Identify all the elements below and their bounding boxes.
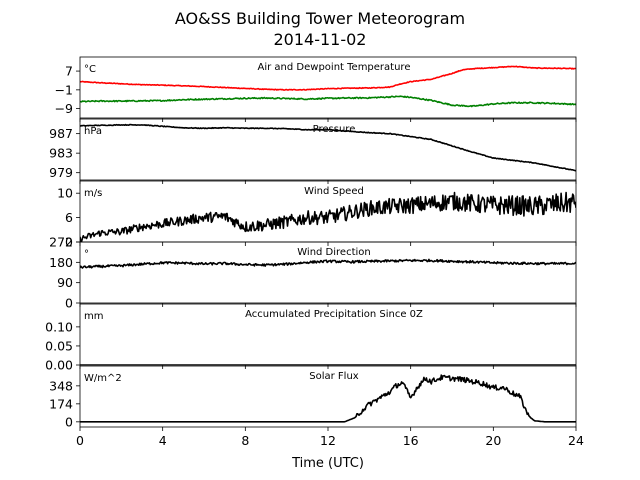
y-tick-label-wind-speed: 2 — [65, 235, 73, 250]
y-tick-label-temperature: 7 — [65, 64, 73, 79]
panel-unit-pressure: hPa — [84, 126, 102, 137]
panel-series-group — [80, 123, 576, 172]
panel-series-group — [80, 258, 576, 269]
x-tick-label: 12 — [320, 433, 336, 448]
panel-title-precipitation: Accumulated Precipitation Since 0Z — [245, 309, 423, 320]
series-line-temperature-1 — [80, 95, 576, 108]
panel-precipitation: 0.10 0.05 0.00 Accumulated Precipitation Si… — [45, 303, 577, 373]
series-line-pressure-0 — [80, 123, 576, 172]
series-line-wind-speed-0 — [80, 191, 576, 242]
panel-wind-speed: 10 6 2 Wind Speed m/s — [57, 180, 577, 250]
y-tick-label-wind-speed: 10 — [57, 186, 73, 201]
panel-temperature: 7 −1 −9 Air and Dewpoint Temperature °C — [55, 56, 577, 122]
x-tick-label: 0 — [76, 433, 84, 448]
panel-solar-flux: 348 174 0 Solar Flux W/m^2 — [49, 365, 577, 431]
x-axis-label: Time (UTC) — [291, 456, 364, 471]
y-tick-label-precipitation: 0.10 — [45, 319, 73, 334]
panel-series-group — [80, 65, 576, 108]
y-tick-label-pressure: 983 — [49, 146, 73, 161]
panel-title-wind-direction: Wind Direction — [297, 247, 371, 258]
series-line-solar-flux-0 — [80, 374, 576, 423]
panel-title-pressure: Pressure — [313, 124, 356, 135]
panel-title-solar-flux: Solar Flux — [309, 371, 359, 382]
figure-subtitle: 2014-11-02 — [274, 30, 367, 49]
panel-unit-solar-flux: W/m^2 — [84, 373, 122, 384]
y-tick-label-wind-direction: 0 — [65, 296, 73, 311]
series-line-wind-direction-0 — [80, 258, 576, 269]
series-line-temperature-0 — [80, 65, 576, 91]
figure-title: AO&SS Building Tower Meteorogram — [175, 9, 465, 28]
y-tick-label-wind-speed: 6 — [65, 210, 73, 225]
panel-unit-wind-direction: ° — [84, 249, 89, 260]
panel-series-group — [80, 374, 576, 423]
x-tick-label: 24 — [568, 433, 584, 448]
y-tick-label-solar-flux: 174 — [49, 396, 73, 411]
y-tick-label-solar-flux: 0 — [65, 414, 73, 429]
y-tick-label-wind-direction: 90 — [57, 275, 73, 290]
y-tick-label-pressure: 979 — [49, 165, 73, 180]
y-tick-label-wind-direction: 180 — [49, 255, 73, 270]
panel-pressure: 987 983 979 Pressure hPa — [49, 118, 577, 184]
y-tick-label-pressure: 987 — [49, 126, 73, 141]
x-tick-label: 8 — [241, 433, 249, 448]
y-tick-label-precipitation: 0.05 — [45, 338, 73, 353]
y-tick-label-wind-direction: 270 — [49, 235, 73, 250]
panel-title-wind-speed: Wind Speed — [304, 186, 364, 197]
x-axis: 0 4 8 12 16 20 24 — [76, 433, 584, 448]
x-tick-label: 20 — [485, 433, 501, 448]
panel-unit-temperature: °C — [84, 64, 96, 75]
y-tick-label-solar-flux: 348 — [49, 378, 73, 393]
panel-wind-direction: 270 180 90 0 Wind Direction ° — [49, 235, 577, 311]
x-tick-label: 4 — [159, 433, 167, 448]
panel-title-temperature: Air and Dewpoint Temperature — [258, 62, 411, 73]
y-tick-label-temperature: −1 — [55, 82, 73, 97]
x-tick-label: 16 — [403, 433, 419, 448]
panel-unit-precipitation: mm — [84, 311, 103, 322]
y-tick-label-precipitation: 0.00 — [45, 358, 73, 373]
panel-unit-wind-speed: m/s — [84, 188, 102, 199]
panel-series-group — [80, 191, 576, 242]
y-tick-label-temperature: −9 — [55, 101, 73, 116]
